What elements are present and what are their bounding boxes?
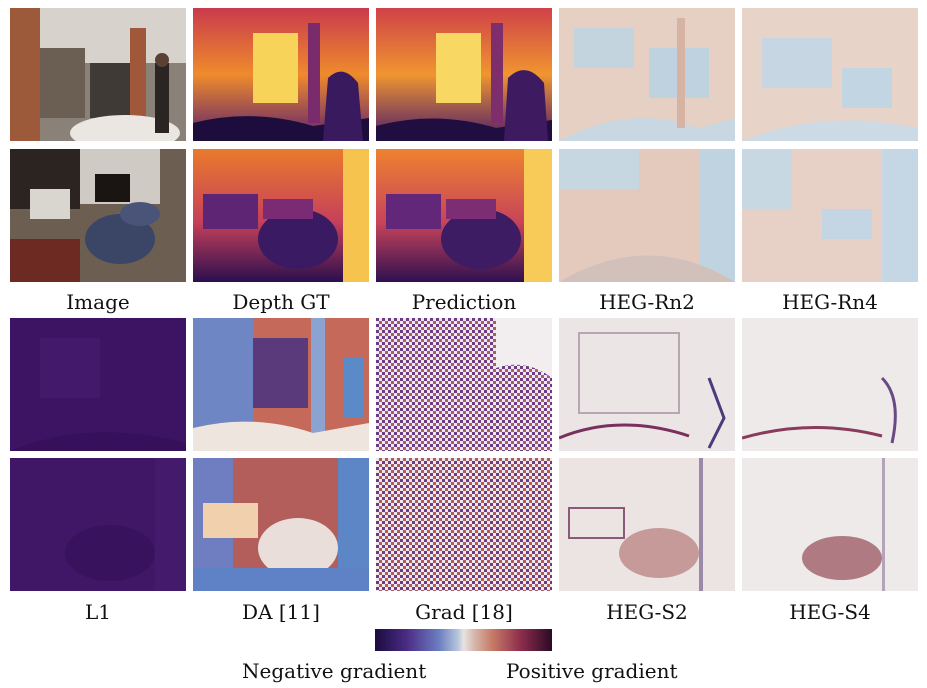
grad-panel-scene1: [376, 318, 552, 451]
depth-gt-panel-scene1: [193, 8, 369, 141]
legend-positive-label: Positive gradient: [506, 659, 678, 683]
heg-rn2-panel-scene2: [559, 149, 735, 282]
label-image: Image: [66, 290, 130, 314]
gradient-colorbar: [375, 629, 552, 651]
l1-panel-scene2: [10, 458, 186, 591]
da-panel-scene1: [193, 318, 369, 451]
label-prediction: Prediction: [411, 290, 517, 314]
prediction-panel-scene1: [376, 8, 552, 141]
heg-s2-panel-scene2: [559, 458, 735, 591]
image-panel-scene1: [10, 8, 186, 141]
legend-negative-label: Negative gradient: [242, 659, 427, 683]
heg-s4-panel-scene1: [742, 318, 918, 451]
prediction-panel-scene2: [376, 149, 552, 282]
heg-rn4-panel-scene1: [742, 8, 918, 141]
label-da: DA [11]: [242, 600, 320, 624]
label-l1: L1: [84, 600, 111, 624]
heg-rn4-panel-scene2: [742, 149, 918, 282]
label-heg-rn4: HEG-Rn4: [782, 290, 878, 314]
label-grad: Grad [18]: [415, 600, 513, 624]
heg-rn2-panel-scene1: [559, 8, 735, 141]
label-heg-s4: HEG-S4: [789, 600, 871, 624]
depth-gt-panel-scene2: [193, 149, 369, 282]
label-heg-s2: HEG-S2: [606, 600, 688, 624]
l1-panel-scene1: [10, 318, 186, 451]
heg-s2-panel-scene1: [559, 318, 735, 451]
heg-s4-panel-scene2: [742, 458, 918, 591]
image-panel-scene2: [10, 149, 186, 282]
da-panel-scene2: [193, 458, 369, 591]
label-depth-gt: Depth GT: [232, 290, 330, 314]
label-heg-rn2: HEG-Rn2: [599, 290, 695, 314]
grad-panel-scene2: [376, 458, 552, 591]
